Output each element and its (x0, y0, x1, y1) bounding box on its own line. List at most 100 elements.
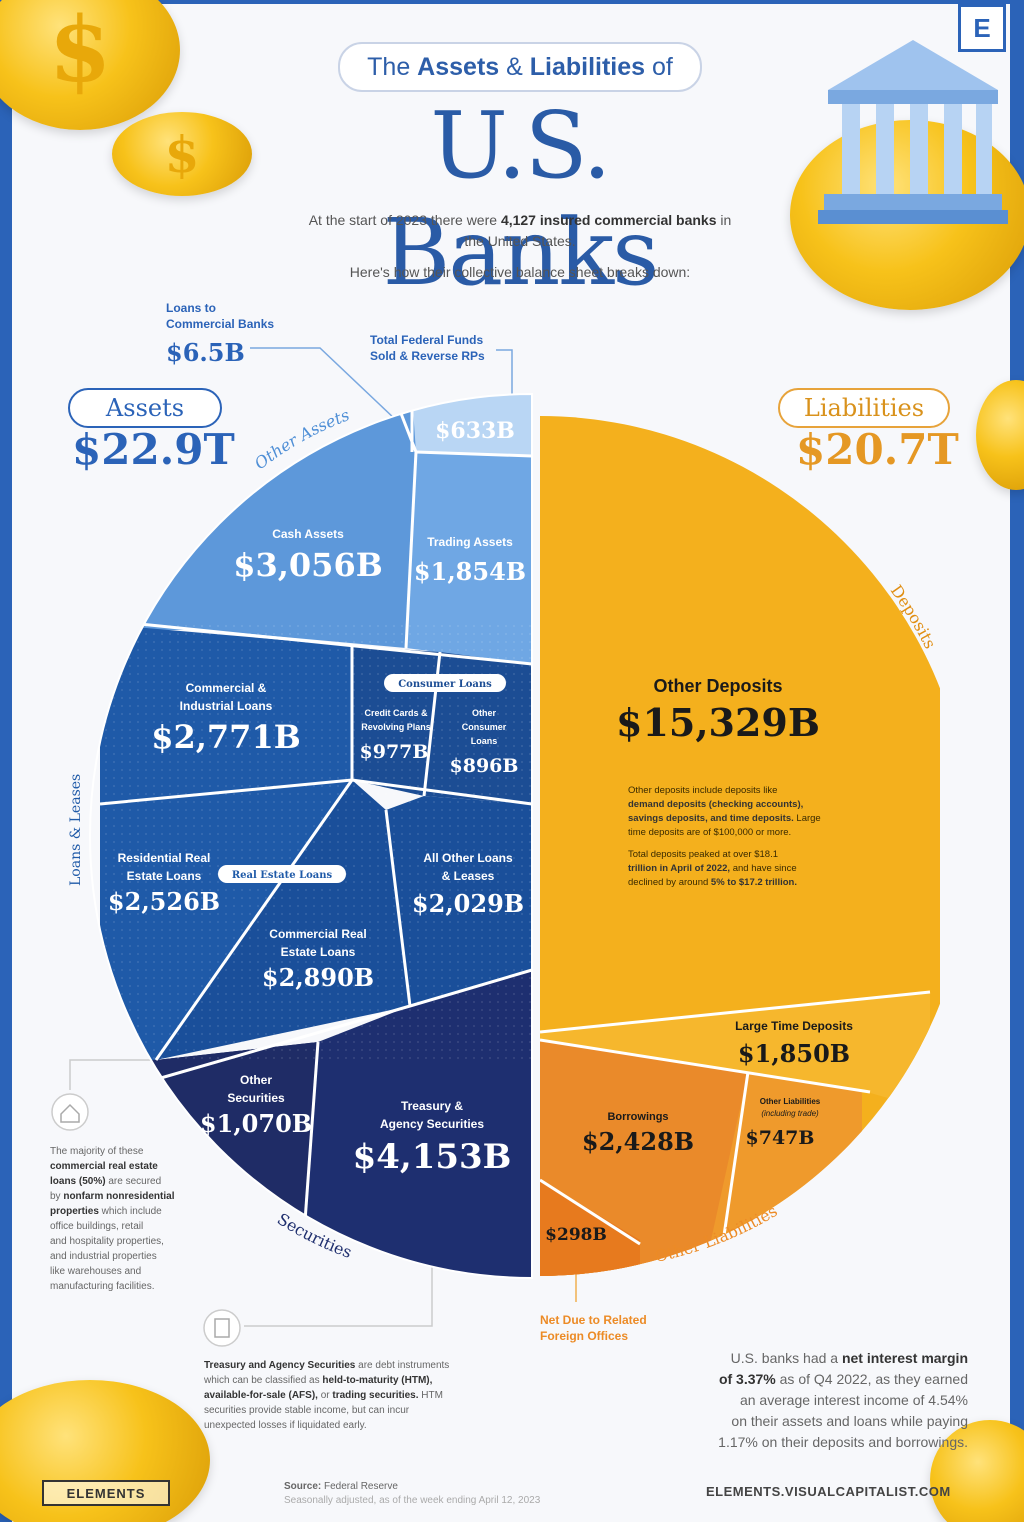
other-liab-label-1: Other Liabilities (760, 1097, 821, 1106)
fed-funds-value: $633B (435, 418, 515, 444)
liabilities-label: Liabilities (778, 388, 950, 428)
title-assets: Assets (417, 52, 500, 81)
borrowings-value: $2,428B (582, 1127, 694, 1156)
treasury-label-1: Treasury & (401, 1099, 463, 1113)
trading-assets-value: $1,854B (414, 557, 526, 586)
deposits-note-1e: time deposits are of $100,000 or more. (628, 827, 792, 838)
commercial-re-label-2: Estate Loans (281, 945, 356, 959)
document-icon-shape (214, 1318, 230, 1338)
frame-left (0, 0, 12, 1522)
title-mid: & (499, 52, 530, 81)
treasury-note-2b: held-to-maturity (HTM), (322, 1375, 433, 1386)
cre-note-line: commercial real estate (50, 1161, 158, 1172)
cre-note-line: office buildings, retail (50, 1221, 144, 1232)
nim-c: of 3.37% (718, 1371, 776, 1387)
net-due-label: Net Due to Related Foreign Offices (540, 1312, 647, 1344)
fed-funds-label: Total Federal Funds Sold & Reverse RPs (370, 332, 485, 364)
site-url: ELEMENTS.VISUALCAPITALIST.COM (706, 1484, 951, 1499)
cre-note-line: properties which include (50, 1206, 162, 1217)
other-consumer-label-3: Loans (471, 736, 498, 746)
net-due-label-2: Foreign Offices (540, 1329, 629, 1343)
other-liab-label-2: (including trade) (761, 1109, 819, 1118)
other-consumer-label-1: Other (472, 708, 497, 718)
coin-top-left-icon: $ (0, 0, 180, 130)
deposits-note-2a: Total deposits peaked at over $18.1 (628, 849, 778, 860)
treasury-note-5: unexpected losses if liquidated early. (204, 1420, 367, 1431)
deposits-note-1c: savings deposits, and time deposits. (628, 813, 794, 824)
intro-text-2: Here's how their collective balance shee… (349, 264, 691, 280)
asset-slice-labels: $633B Cash Assets $3,056B Trading Assets… (108, 418, 526, 1177)
fed-funds-connector (496, 349, 513, 398)
real-estate-loans-pill (218, 865, 346, 883)
nim-b: net interest margin (841, 1350, 968, 1366)
cash-assets-value: $3,056B (233, 546, 383, 584)
deposits-note-1d: Large (793, 813, 821, 824)
deposits-note-1b: demand deposits (checking accounts), (628, 799, 804, 810)
nim-a: U.S. banks had a (730, 1350, 842, 1366)
loans-to-banks-connector (250, 347, 397, 421)
treasury-value: $4,153B (353, 1137, 512, 1177)
ci-loans-label-2: Industrial Loans (180, 699, 273, 713)
nim-e: an average interest income of 4.54% (739, 1392, 968, 1408)
credit-cards-label-2: Revolving Plans (361, 722, 431, 732)
treasury-note-1a: Treasury and Agency Securities (204, 1360, 356, 1371)
ci-loans-value: $2,771B (151, 718, 301, 756)
deposits-note: Other deposits include deposits like dem… (628, 784, 858, 890)
other-deposits-label: Other Deposits (653, 676, 782, 696)
cre-note: The majority of these commercial real est… (50, 1144, 200, 1294)
treasury-note: Treasury and Agency Securities are debt … (204, 1358, 484, 1433)
residential-value: $2,526B (108, 887, 220, 916)
cre-note-line: manufacturing facilities. (50, 1281, 155, 1292)
large-time-label: Large Time Deposits (735, 1019, 853, 1033)
document-icon (203, 1309, 241, 1347)
slice-fed-funds (412, 394, 532, 456)
liabilities-total: $20.7T (796, 425, 959, 474)
intro-a: At the start of 2023 there were (308, 212, 501, 228)
trading-assets-label: Trading Assets (427, 535, 513, 549)
house-icon-shape (60, 1103, 80, 1123)
all-other-loans-value: $2,029B (412, 889, 524, 918)
treasury-note-3a: available-for-sale (AFS), (204, 1390, 318, 1401)
source-note: Source: Federal Reserve Seasonally adjus… (284, 1480, 540, 1508)
treasury-note-3d: HTM (418, 1390, 443, 1401)
source-text: Federal Reserve (321, 1481, 398, 1492)
ci-loans-label-1: Commercial & (186, 681, 267, 695)
slice-large-time-deposits (540, 992, 930, 1110)
other-consumer-value: $896B (450, 755, 519, 777)
cre-note-line: loans (50%) are secured (50, 1176, 162, 1187)
consumer-loans-pill-label: Consumer Loans (398, 679, 492, 690)
net-interest-margin-note: U.S. banks had a net interest margin of … (672, 1348, 968, 1453)
loans-to-banks-label-1: Loans to (166, 301, 216, 315)
treasury-note-2a: which can be classified as (204, 1375, 323, 1386)
intro-b: 4,127 insured commercial banks (500, 212, 717, 228)
cre-note-line: like warehouses and (50, 1266, 142, 1277)
elements-footer-logo: ELEMENTS (42, 1480, 170, 1506)
nim-d: as of Q4 2022, as they earned (775, 1371, 968, 1387)
borrowings-label: Borrowings (607, 1111, 668, 1123)
intro-text: At the start of 2023 there were 4,127 in… (300, 210, 740, 252)
residential-label-2: Estate Loans (127, 869, 202, 883)
other-consumer-label-2: Consumer (462, 722, 507, 732)
commercial-re-label-1: Commercial Real (269, 927, 366, 941)
title-liabilities: Liabilities (529, 52, 646, 81)
cre-note-connector (69, 1059, 160, 1090)
cash-assets-label: Cash Assets (272, 527, 344, 541)
source-label: Source: (284, 1481, 322, 1492)
cre-note-line: and industrial properties (50, 1251, 157, 1262)
fed-funds-label-2: Sold & Reverse RPs (370, 349, 485, 363)
house-icon (51, 1093, 89, 1131)
fed-funds-label-1: Total Federal Funds (370, 333, 484, 347)
coin-left-icon: $ (112, 112, 252, 196)
cre-note-line: by nonfarm nonresidential (50, 1191, 175, 1202)
deposits-note-1a: Other deposits include deposits like (628, 785, 778, 796)
treasury-note-4: securities provide stable income, but ca… (204, 1405, 410, 1416)
slice-net-due (540, 1180, 640, 1276)
other-deposits-value: $15,329B (616, 700, 820, 745)
loans-to-banks-label-2: Commercial Banks (166, 317, 275, 331)
other-securities-label-2: Securities (227, 1091, 285, 1105)
consumer-loans-pill (384, 674, 506, 692)
title-prefix: The (367, 52, 418, 81)
credit-cards-value: $977B (360, 741, 429, 763)
net-due-value: $298B (545, 1225, 607, 1245)
